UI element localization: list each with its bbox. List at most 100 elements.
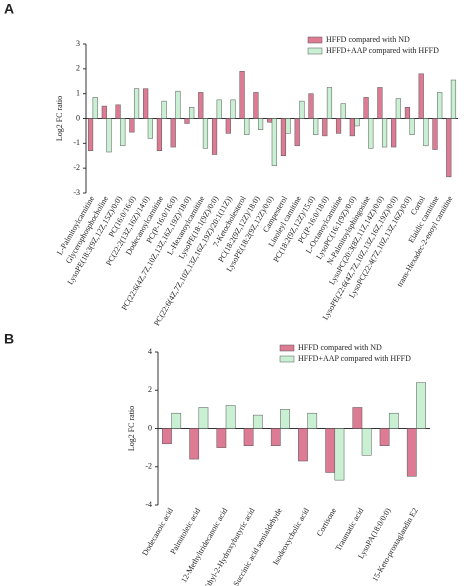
legend-label: HFFD+AAP compared with HFFD — [326, 46, 439, 55]
bar — [198, 92, 204, 119]
bar — [239, 71, 245, 119]
y-tick-label: -2 — [73, 163, 80, 172]
y-tick-label: 0 — [76, 113, 80, 122]
legend-swatch — [307, 47, 323, 55]
bar — [162, 428, 172, 445]
bar — [406, 428, 417, 477]
y-tick-label: -1 — [73, 138, 80, 147]
bar — [216, 99, 222, 119]
bar — [409, 118, 415, 135]
bar — [335, 118, 342, 134]
bar — [294, 118, 300, 147]
bar — [170, 118, 176, 148]
bar — [92, 97, 98, 119]
bar — [325, 428, 336, 473]
bar — [299, 100, 305, 119]
bar — [377, 87, 383, 119]
bar — [129, 118, 135, 133]
legend-swatch — [279, 344, 295, 352]
bar — [244, 118, 250, 135]
bar — [363, 97, 369, 119]
bar — [361, 428, 372, 456]
bar — [120, 118, 126, 147]
y-tick-label: 2 — [76, 64, 80, 73]
y-tick-label: 2 — [148, 385, 152, 394]
panel-label: B — [4, 331, 14, 347]
bar — [354, 118, 360, 127]
bar — [381, 118, 388, 148]
bar — [322, 118, 328, 137]
bar — [349, 118, 355, 137]
bar — [211, 118, 218, 155]
bar — [115, 104, 121, 119]
bar — [391, 118, 397, 148]
bar — [267, 118, 273, 123]
bar — [257, 118, 264, 130]
bar — [225, 405, 236, 429]
bar — [423, 118, 429, 147]
panel-label: A — [4, 1, 14, 17]
bar — [147, 118, 153, 139]
legend-swatch — [307, 36, 323, 44]
bar — [313, 118, 319, 135]
bar — [189, 107, 195, 119]
bar — [418, 73, 424, 119]
y-tick-label: 1 — [76, 88, 80, 97]
bar — [334, 428, 345, 481]
y-axis-label: Log2 FC ratio — [55, 96, 64, 141]
y-tick-label: 4 — [148, 347, 152, 356]
y-tick-label: 3 — [76, 39, 80, 48]
bar — [432, 118, 438, 150]
bar — [161, 100, 167, 119]
bar — [133, 88, 140, 119]
bar — [225, 118, 231, 134]
y-axis-label: Log2 FC ratio — [127, 406, 136, 451]
y-tick-label: -2 — [145, 462, 152, 471]
bar — [156, 118, 163, 152]
x-tick-label: Traumatic acid — [334, 506, 366, 552]
bar — [307, 412, 318, 429]
y-tick-label: -3 — [73, 188, 80, 197]
bar — [404, 107, 411, 119]
bar — [101, 105, 107, 119]
bar — [280, 409, 290, 429]
x-tick-label: Succinic acid semialdehyde — [231, 506, 283, 586]
bar — [184, 118, 190, 124]
x-tick-label: Cortisone — [315, 506, 339, 538]
bar — [368, 118, 374, 149]
bar — [106, 118, 112, 153]
bar — [388, 412, 399, 429]
y-tick-label: -4 — [145, 500, 152, 509]
bar — [326, 87, 333, 119]
legend-label: HFFD+AAP compared with HFFD — [298, 354, 411, 363]
bar — [352, 407, 363, 429]
bar — [340, 103, 346, 119]
legend-label: HFFD compared with ND — [298, 343, 382, 352]
bar — [202, 118, 209, 149]
bar — [308, 93, 314, 119]
legend-swatch — [279, 355, 295, 363]
bar — [243, 428, 254, 446]
bar — [270, 428, 281, 446]
bar — [298, 428, 308, 462]
bar — [253, 92, 259, 119]
bar — [87, 118, 94, 152]
bar — [280, 118, 287, 156]
bar — [143, 88, 149, 119]
bar — [216, 428, 227, 448]
bar — [395, 98, 401, 119]
bar — [171, 412, 182, 429]
legend-label: HFFD compared with ND — [326, 35, 410, 44]
bar — [450, 79, 457, 119]
bar — [416, 382, 426, 429]
bar — [198, 407, 209, 429]
bar — [285, 118, 291, 134]
bar — [230, 99, 236, 119]
bar — [437, 92, 443, 119]
bar — [446, 118, 452, 178]
bar — [252, 414, 263, 429]
bar — [175, 90, 181, 119]
bar — [189, 428, 200, 460]
bar — [379, 428, 390, 446]
